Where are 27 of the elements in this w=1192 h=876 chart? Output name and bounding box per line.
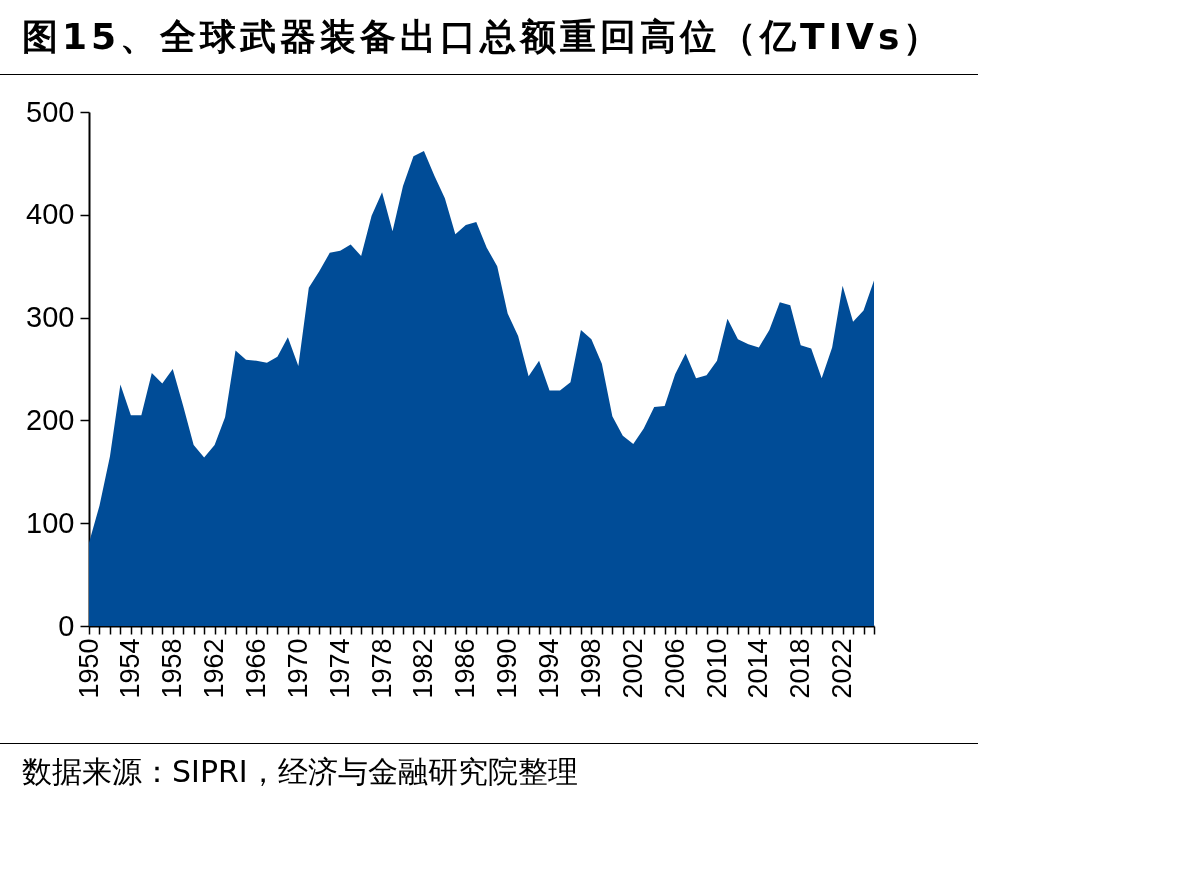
x-tick-label: 1978 xyxy=(366,638,397,699)
source-note: 数据来源：SIPRI，经济与金融研究院整理 xyxy=(21,753,579,791)
y-tick-label: 300 xyxy=(26,301,75,334)
x-tick-label: 2014 xyxy=(743,638,774,699)
y-tick-label: 500 xyxy=(26,95,75,128)
x-tick-label: 2006 xyxy=(659,638,690,699)
x-tick-label: 1962 xyxy=(199,638,230,699)
y-tick-label: 100 xyxy=(26,506,75,539)
y-tick-label: 400 xyxy=(26,198,75,231)
y-tick-label: 200 xyxy=(26,403,75,436)
x-tick-label: 2002 xyxy=(617,638,648,699)
x-tick-label: 1950 xyxy=(73,638,104,699)
chart-title: 图15、全球武器装备出口总额重回高位（亿TIVs） xyxy=(21,15,945,59)
x-tick-label: 1994 xyxy=(534,638,565,699)
x-tick-label: 2022 xyxy=(827,638,858,699)
x-tick-label: 1970 xyxy=(282,638,313,699)
x-tick-label: 1954 xyxy=(115,638,146,699)
x-tick-label: 1958 xyxy=(157,638,188,699)
x-tick-label: 1982 xyxy=(408,638,439,699)
x-tick-label: 1966 xyxy=(240,638,271,699)
y-tick-label: 0 xyxy=(58,609,75,642)
x-tick-label: 2010 xyxy=(701,638,732,699)
x-tick-label: 1974 xyxy=(324,638,355,699)
x-tick-label: 2018 xyxy=(785,638,816,699)
x-tick-label: 1990 xyxy=(492,638,523,699)
x-tick-label: 1998 xyxy=(575,638,606,699)
x-tick-label: 1986 xyxy=(450,638,481,699)
